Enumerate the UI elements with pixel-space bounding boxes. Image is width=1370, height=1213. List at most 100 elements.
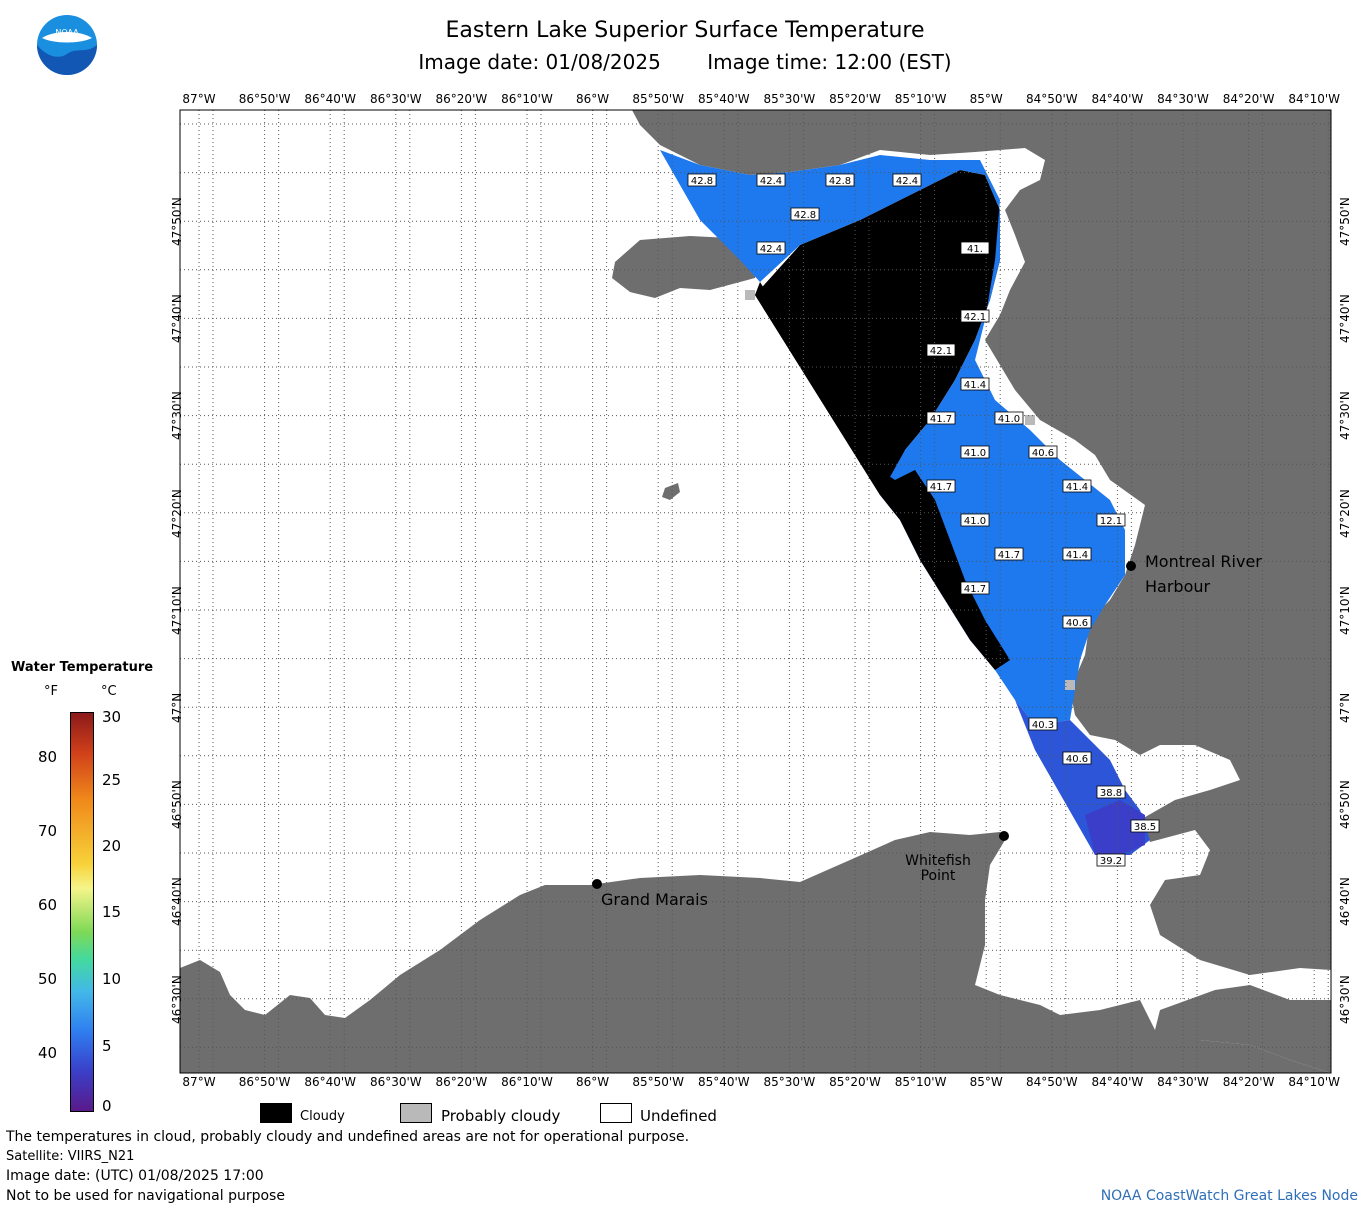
probably-cloudy-speck	[1025, 415, 1035, 425]
svg-text:42.4: 42.4	[760, 176, 782, 187]
temperature-label: 40.6	[1028, 445, 1058, 459]
longitude-tick-label: 85°30'W	[763, 1075, 816, 1089]
temperature-label: 42.4	[892, 173, 922, 187]
svg-text:40.6: 40.6	[1032, 448, 1054, 459]
satellite: Satellite: VIIRS_N21	[6, 1149, 135, 1164]
svg-text:42.8: 42.8	[691, 176, 713, 187]
fahrenheit-tick: 60	[38, 896, 58, 914]
color-bar	[70, 712, 94, 1112]
key-probably-cloudy-label: Probably cloudy	[441, 1107, 561, 1125]
temperature-label: 41.7	[926, 479, 956, 493]
svg-text:12.1: 12.1	[1100, 516, 1122, 527]
nav-warning: Not to be used for navigational purpose	[6, 1188, 285, 1204]
svg-text:42.1: 42.1	[930, 346, 952, 357]
small-island	[662, 483, 680, 500]
longitude-tick-label: 85°30'W	[763, 92, 816, 106]
svg-text:40.6: 40.6	[1066, 754, 1088, 765]
latitude-tick-label: 47°10'N	[170, 586, 184, 636]
longitude-tick-label: 85°40'W	[697, 1075, 750, 1089]
celsius-tick: 25	[102, 771, 122, 789]
longitude-tick-label: 86°20'W	[435, 92, 488, 106]
svg-text:42.1: 42.1	[964, 312, 986, 323]
temperature-label: 42.8	[687, 173, 717, 187]
latitude-tick-label: 47°10'N	[1338, 586, 1352, 636]
temperature-label: 41.0	[994, 411, 1024, 425]
temperature-label: 38.8	[1096, 785, 1126, 799]
celsius-tick: 5	[102, 1037, 112, 1055]
longitude-tick-label: 86°10'W	[501, 1075, 553, 1089]
legend-unit-f: °F	[44, 684, 58, 699]
montreal-river-marker	[1126, 561, 1136, 571]
map-frame	[179, 109, 1332, 1074]
latitude-tick-label: 46°50'N	[1338, 780, 1352, 830]
longitude-tick-label: 84°50'W	[1025, 92, 1078, 106]
svg-text:40.6: 40.6	[1066, 618, 1088, 629]
longitude-tick-label: 86°40'W	[304, 1075, 357, 1089]
latitude-tick-label: 47°N	[1338, 692, 1352, 724]
temperature-label: 40.6	[1062, 751, 1092, 765]
longitude-tick-label: 87°W	[182, 92, 216, 106]
latitude-tick-label: 46°40'N	[1338, 877, 1352, 927]
longitude-tick-label: 84°50'W	[1025, 1075, 1078, 1089]
temperature-label: 42.1	[960, 309, 990, 323]
inland-lake	[318, 952, 352, 1012]
latitude-tick-label: 47°30'N	[170, 391, 184, 441]
legend-unit-c: °C	[101, 684, 117, 699]
latitude-tick-label: 46°50'N	[170, 780, 184, 830]
temperature-label: 40.3	[1028, 717, 1058, 731]
latitude-tick-label: 47°40'N	[1338, 294, 1352, 344]
place-whitefish: Whitefish	[905, 853, 971, 869]
disclaimer: The temperatures in cloud, probably clou…	[6, 1129, 690, 1145]
image-time: Image time: 12:00 (EST)	[707, 50, 952, 74]
temperature-label: 38.5	[1130, 819, 1160, 833]
temperature-label: 41.4	[1062, 479, 1092, 493]
longitude-tick-label: 86°W	[576, 1075, 610, 1089]
map-title: Eastern Lake Superior Surface Temperatur…	[445, 18, 925, 43]
probably-cloudy-speck	[745, 290, 755, 300]
island-land	[612, 236, 760, 298]
fahrenheit-tick: 80	[38, 748, 58, 766]
temperature-label: 42.8	[825, 173, 855, 187]
latitude-tick-label: 47°20'N	[170, 489, 184, 539]
longitude-tick-label: 85°20'W	[829, 1075, 881, 1089]
svg-text:41.4: 41.4	[1066, 482, 1088, 493]
svg-text:NOAA: NOAA	[55, 28, 79, 37]
longitude-tick-label: 86°50'W	[238, 92, 291, 106]
temperature-label: 39.2	[1096, 853, 1126, 867]
place-point: Point	[920, 868, 956, 884]
longitude-tick-label: 86°40'W	[304, 92, 357, 106]
temperature-label: 42.4	[756, 241, 786, 255]
longitude-tick-label: 84°40'W	[1091, 1075, 1144, 1089]
temperature-label: 42.1	[926, 343, 956, 357]
longitude-tick-label: 85°20'W	[829, 92, 881, 106]
place-grand-marais: Grand Marais	[601, 890, 708, 909]
svg-text:42.8: 42.8	[794, 210, 816, 221]
utc-date: Image date: (UTC) 01/08/2025 17:00	[6, 1168, 264, 1184]
image-date: Image date: 01/08/2025	[418, 50, 661, 74]
longitude-tick-label: 84°10'W	[1288, 92, 1341, 106]
cloud-mass	[755, 170, 1000, 495]
longitude-tick-label: 84°10'W	[1288, 1075, 1341, 1089]
key-cloudy-label: Cloudy	[300, 1109, 345, 1124]
longitude-tick-label: 85°W	[969, 92, 1003, 106]
south-shore-land	[180, 832, 1331, 1073]
longitude-tick-label: 85°10'W	[894, 92, 947, 106]
temperature-label: 42.4	[756, 173, 786, 187]
fahrenheit-tick: 50	[38, 970, 58, 988]
longitude-tick-label: 85°10'W	[894, 1075, 947, 1089]
temperature-labels: 42.8 42.4 42.8 42.4 42.8 42.4 41. 42.1 42.1 41.4 4…	[687, 173, 1160, 867]
key-undefined-swatch	[600, 1103, 632, 1123]
latitude-tick-label: 47°N	[170, 692, 184, 724]
longitude-tick-label: 85°40'W	[697, 92, 750, 106]
svg-text:41.0: 41.0	[998, 414, 1020, 425]
fahrenheit-tick: 40	[38, 1044, 58, 1062]
celsius-tick: 15	[102, 903, 122, 921]
svg-text:42.4: 42.4	[760, 244, 782, 255]
svg-text:40.3: 40.3	[1032, 720, 1054, 731]
svg-text:38.8: 38.8	[1100, 788, 1122, 799]
temperature-label: 12.1	[1096, 513, 1126, 527]
latitude-tick-label: 47°30'N	[1338, 391, 1352, 441]
noaa-logo: NOAA	[37, 15, 97, 75]
temperature-label: 41.	[960, 241, 990, 255]
